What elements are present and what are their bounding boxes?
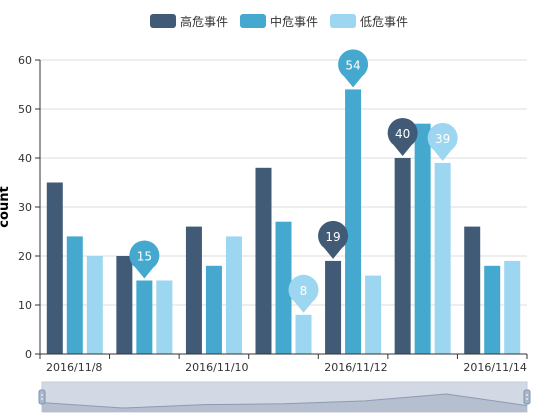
zoom-handle-left[interactable] [38, 389, 46, 405]
y-tick-label: 40 [18, 152, 32, 165]
axes: 0 10 20 30 40 50 60 2016/11/8 2016/11/10 2016/11/… [18, 54, 528, 374]
y-tick-label: 20 [18, 250, 32, 263]
legend-label: 低危事件 [360, 15, 408, 29]
bar[interactable] [275, 221, 292, 354]
data-zoom-slider[interactable] [38, 381, 531, 413]
y-tick-label: 10 [18, 299, 32, 312]
marker-value: 15 [137, 250, 152, 264]
bar[interactable] [156, 280, 173, 355]
x-tick-label: 2016/11/10 [185, 361, 248, 374]
bar[interactable] [66, 236, 83, 354]
x-tick-label: 2016/11/8 [46, 361, 102, 374]
markers: 19 40 15 54 8 39 [129, 49, 458, 313]
bar[interactable] [484, 265, 501, 354]
marker-pin: 19 [318, 220, 349, 259]
bar[interactable] [365, 275, 382, 354]
bars [46, 89, 521, 355]
bar[interactable] [504, 260, 521, 354]
bar[interactable] [464, 226, 481, 354]
legend-swatch [150, 14, 176, 28]
legend-item[interactable]: 中危事件 [240, 14, 318, 29]
legend[interactable]: 高危事件 中危事件 低危事件 [150, 14, 408, 29]
y-tick-label: 0 [25, 348, 32, 361]
marker-pin: 8 [288, 274, 319, 313]
y-tick-label: 50 [18, 103, 32, 116]
marker-pin: 39 [427, 122, 458, 161]
bar[interactable] [255, 167, 272, 354]
bar[interactable] [46, 182, 63, 355]
legend-label: 高危事件 [180, 14, 228, 29]
bar[interactable] [345, 89, 362, 355]
legend-swatch [330, 14, 356, 28]
legend-swatch [240, 14, 266, 28]
bar[interactable] [434, 162, 451, 354]
bar[interactable] [325, 260, 342, 354]
bar[interactable] [394, 158, 411, 354]
zoom-handle-right[interactable] [523, 389, 531, 405]
bar[interactable] [86, 256, 103, 354]
zoom-overview-line [41, 393, 528, 409]
bar[interactable] [136, 280, 153, 355]
y-tick-label: 60 [18, 54, 32, 67]
bar[interactable] [295, 314, 312, 354]
bar[interactable] [205, 265, 222, 354]
marker-value: 39 [435, 132, 450, 146]
legend-label: 中危事件 [270, 14, 318, 29]
marker-pin: 54 [338, 49, 369, 88]
bar[interactable] [116, 256, 133, 354]
y-tick-label: 30 [18, 201, 32, 214]
bar[interactable] [414, 123, 431, 354]
y-axis-title: count [0, 186, 12, 227]
legend-item[interactable]: 低危事件 [330, 14, 408, 29]
marker-value: 40 [395, 127, 410, 141]
marker-value: 19 [325, 230, 340, 244]
x-tick-label: 2016/11/14 [463, 361, 526, 374]
marker-pin: 40 [387, 118, 418, 156]
marker-value: 54 [345, 58, 360, 72]
marker-pin: 15 [129, 240, 160, 279]
x-tick-label: 2016/11/12 [324, 361, 387, 374]
bar[interactable] [225, 236, 242, 354]
marker-value: 8 [300, 284, 308, 298]
zoom-overview-area [42, 394, 527, 412]
bar[interactable] [185, 226, 202, 354]
legend-item[interactable]: 高危事件 [150, 14, 228, 29]
